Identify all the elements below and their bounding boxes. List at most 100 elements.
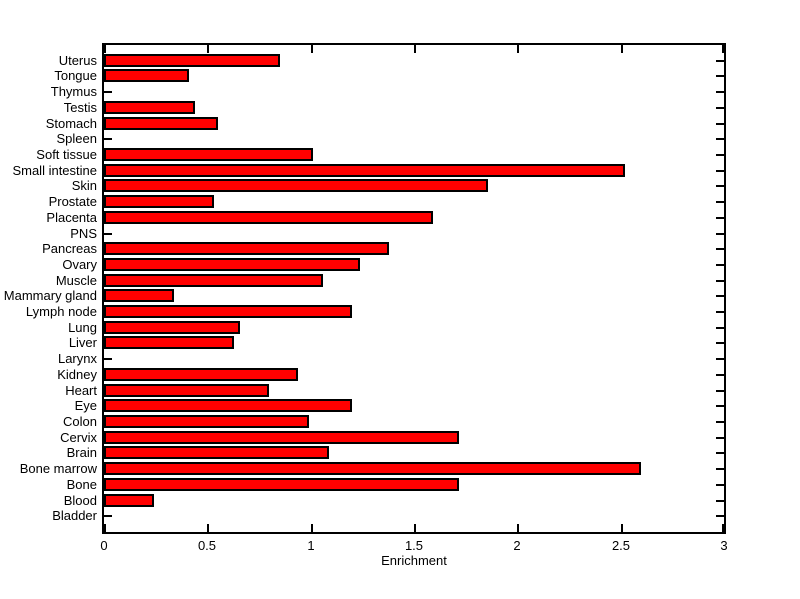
y-tick-label: Brain — [66, 445, 97, 460]
bar — [104, 69, 189, 82]
bar — [104, 274, 323, 287]
bar — [104, 305, 352, 318]
bar — [104, 117, 218, 130]
y-tick-label: Uterus — [58, 53, 97, 68]
x-tick-label: 0 — [100, 538, 108, 553]
bar — [104, 258, 360, 271]
y-tick-mark-right — [716, 484, 724, 486]
y-tick-mark-left — [104, 233, 112, 235]
y-tick-label: Eye — [74, 398, 97, 413]
bar — [104, 195, 214, 208]
plot-area — [102, 43, 726, 534]
y-tick-label: Lung — [68, 320, 97, 335]
y-tick-label: Muscle — [55, 273, 97, 288]
y-tick-label: Testis — [63, 100, 97, 115]
y-tick-mark-right — [716, 295, 724, 297]
bar — [104, 164, 625, 177]
y-tick-mark-right — [716, 185, 724, 187]
y-tick-label: Skin — [71, 178, 97, 193]
bar — [104, 289, 174, 302]
y-tick-mark-right — [716, 468, 724, 470]
x-tick-mark-bottom — [517, 524, 519, 532]
bar — [104, 446, 329, 459]
y-tick-label: Bone marrow — [19, 461, 97, 476]
y-tick-label: Tongue — [54, 68, 97, 83]
bar — [104, 54, 280, 67]
bar — [104, 336, 234, 349]
x-tick-label: 2 — [513, 538, 521, 553]
bar — [104, 462, 641, 475]
x-tick-mark-bottom — [621, 524, 623, 532]
y-tick-mark-right — [716, 452, 724, 454]
y-tick-mark-right — [716, 405, 724, 407]
y-tick-mark-right — [716, 217, 724, 219]
y-tick-mark-left — [104, 138, 112, 140]
y-tick-label: Prostate — [48, 194, 97, 209]
x-tick-mark-top — [207, 45, 209, 53]
y-tick-mark-left — [104, 358, 112, 360]
bar — [104, 368, 298, 381]
y-tick-mark-right — [716, 170, 724, 172]
y-tick-label: Liver — [68, 335, 97, 350]
y-tick-label: Cervix — [60, 430, 97, 445]
y-tick-label: Soft tissue — [36, 147, 97, 162]
y-tick-mark-right — [716, 60, 724, 62]
y-tick-label: Stomach — [45, 116, 97, 131]
bar — [104, 321, 240, 334]
y-tick-mark-right — [716, 342, 724, 344]
y-tick-label: Mammary gland — [3, 288, 97, 303]
y-tick-mark-right — [716, 201, 724, 203]
bar — [104, 494, 154, 507]
x-tick-mark-bottom — [311, 524, 313, 532]
y-tick-label: Larynx — [57, 351, 97, 366]
x-tick-mark-bottom — [104, 524, 106, 532]
y-tick-mark-right — [716, 138, 724, 140]
y-tick-mark-right — [716, 123, 724, 125]
bar — [104, 211, 433, 224]
y-tick-mark-right — [716, 437, 724, 439]
x-axis-label: Enrichment — [381, 553, 447, 568]
y-tick-label: Blood — [63, 493, 97, 508]
x-tick-mark-top — [517, 45, 519, 53]
y-tick-mark-right — [716, 358, 724, 360]
bar — [104, 101, 195, 114]
x-tick-label: 1 — [307, 538, 315, 553]
y-tick-label: Placenta — [46, 210, 97, 225]
y-tick-label: Spleen — [56, 131, 97, 146]
y-tick-label: Ovary — [62, 257, 97, 272]
x-tick-mark-bottom — [207, 524, 209, 532]
x-tick-mark-top — [722, 45, 724, 53]
y-tick-mark-right — [716, 91, 724, 93]
x-tick-label: 1.5 — [404, 538, 424, 553]
y-tick-label: Bone — [66, 477, 97, 492]
bar — [104, 384, 269, 397]
x-tick-mark-top — [104, 45, 106, 53]
y-tick-label: Colon — [63, 414, 97, 429]
y-tick-mark-right — [716, 327, 724, 329]
y-tick-mark-right — [716, 280, 724, 282]
x-tick-mark-top — [414, 45, 416, 53]
y-tick-mark-right — [716, 374, 724, 376]
x-tick-mark-top — [311, 45, 313, 53]
y-tick-label: Bladder — [52, 508, 97, 523]
x-tick-label: 2.5 — [611, 538, 631, 553]
y-tick-label: Small intestine — [12, 163, 97, 178]
y-tick-mark-right — [716, 248, 724, 250]
x-tick-mark-top — [621, 45, 623, 53]
x-tick-label: 3 — [720, 538, 728, 553]
y-tick-mark-right — [716, 154, 724, 156]
y-tick-mark-right — [716, 107, 724, 109]
y-tick-mark-right — [716, 233, 724, 235]
bar — [104, 478, 459, 491]
y-tick-label: Pancreas — [42, 241, 97, 256]
y-tick-label: Kidney — [57, 367, 97, 382]
y-tick-mark-right — [716, 311, 724, 313]
bar — [104, 431, 459, 444]
y-tick-mark-right — [716, 390, 724, 392]
y-tick-mark-left — [104, 515, 112, 517]
y-tick-mark-right — [716, 500, 724, 502]
y-tick-label: Lymph node — [25, 304, 97, 319]
bar — [104, 415, 309, 428]
y-tick-mark-right — [716, 515, 724, 517]
